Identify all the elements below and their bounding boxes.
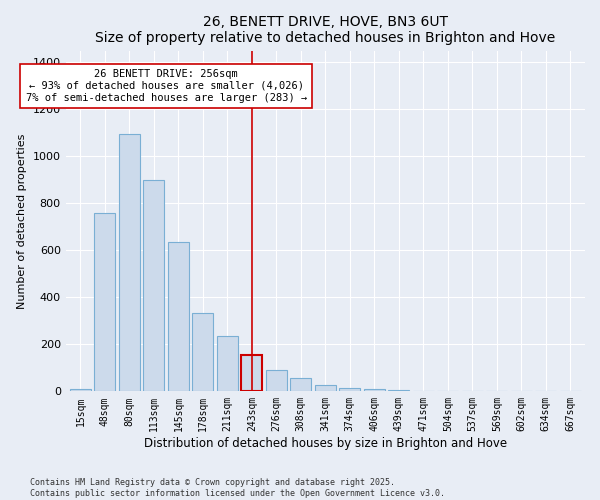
Bar — [315, 386, 336, 392]
Text: Contains HM Land Registry data © Crown copyright and database right 2025.
Contai: Contains HM Land Registry data © Crown c… — [30, 478, 445, 498]
Bar — [193, 312, 213, 392]
Bar — [168, 242, 189, 392]
Bar — [241, 355, 262, 392]
Bar — [413, 390, 434, 392]
Bar — [70, 388, 91, 392]
Bar — [290, 378, 311, 392]
Bar — [217, 336, 238, 392]
Title: 26, BENETT DRIVE, HOVE, BN3 6UT
Size of property relative to detached houses in : 26, BENETT DRIVE, HOVE, BN3 6UT Size of … — [95, 15, 556, 45]
Bar — [94, 213, 115, 392]
Bar — [364, 390, 385, 392]
Bar — [143, 180, 164, 392]
Bar — [388, 390, 409, 392]
Text: 26 BENETT DRIVE: 256sqm
← 93% of detached houses are smaller (4,026)
7% of semi-: 26 BENETT DRIVE: 256sqm ← 93% of detache… — [26, 70, 307, 102]
X-axis label: Distribution of detached houses by size in Brighton and Hove: Distribution of detached houses by size … — [144, 437, 507, 450]
Bar — [266, 370, 287, 392]
Y-axis label: Number of detached properties: Number of detached properties — [17, 133, 27, 308]
Bar — [119, 134, 140, 392]
Bar — [340, 388, 360, 392]
